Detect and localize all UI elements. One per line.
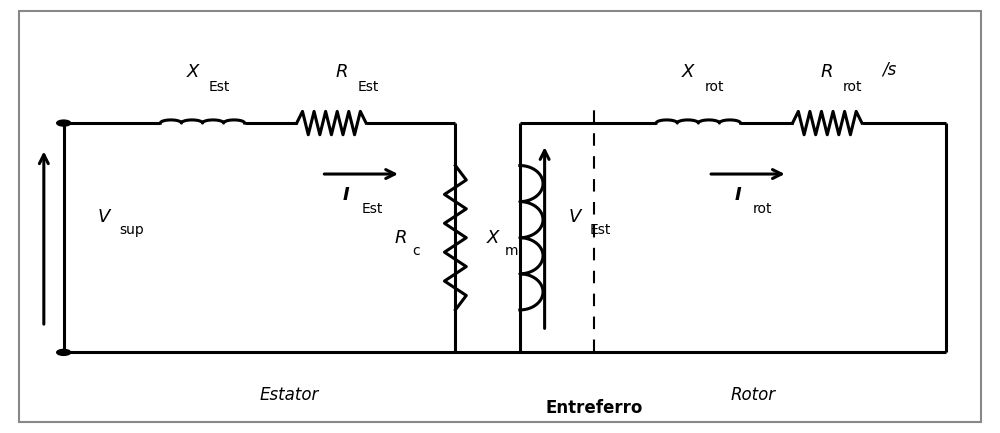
Text: Estator: Estator	[260, 386, 319, 404]
Text: I: I	[343, 186, 350, 204]
Text: Est: Est	[357, 80, 379, 94]
Text: rot: rot	[704, 80, 724, 94]
Text: c: c	[413, 244, 420, 259]
Text: Est: Est	[208, 80, 230, 94]
Text: R: R	[395, 229, 407, 247]
FancyBboxPatch shape	[19, 10, 981, 423]
Text: X: X	[186, 63, 199, 81]
Text: V: V	[568, 207, 581, 226]
Text: rot: rot	[843, 80, 863, 94]
Text: X: X	[486, 229, 499, 247]
Text: R: R	[335, 63, 348, 81]
Text: /s: /s	[882, 61, 896, 79]
Text: X: X	[682, 63, 695, 81]
Text: sup: sup	[119, 223, 144, 237]
Circle shape	[57, 120, 71, 126]
Circle shape	[57, 349, 71, 355]
Text: V: V	[97, 207, 110, 226]
Text: Rotor: Rotor	[730, 386, 775, 404]
Text: Entreferro: Entreferro	[546, 399, 643, 417]
Text: R: R	[821, 63, 834, 81]
Text: I: I	[735, 186, 741, 204]
Text: Est: Est	[361, 202, 383, 216]
Text: Est: Est	[589, 223, 611, 237]
Text: rot: rot	[753, 202, 772, 216]
Text: m: m	[504, 244, 518, 259]
